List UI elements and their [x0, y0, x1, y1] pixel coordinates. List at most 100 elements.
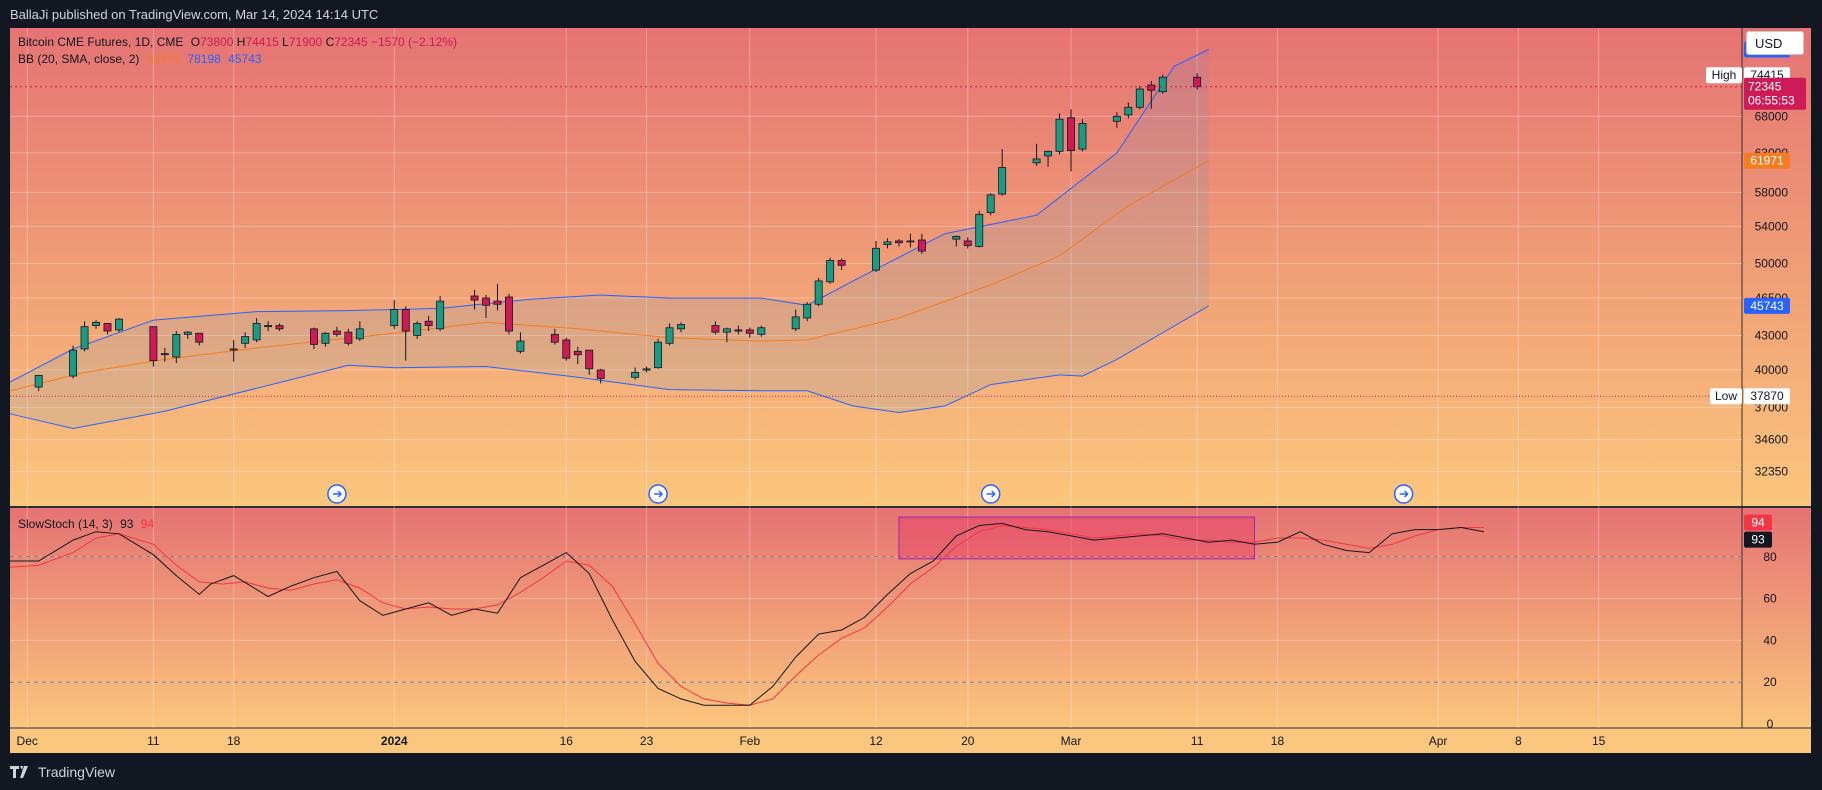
candle-body[interactable] — [504, 296, 513, 332]
candle-body[interactable] — [115, 318, 123, 331]
time-axis-label: 23 — [640, 734, 654, 748]
stoch-k-tag: 93 — [1751, 533, 1765, 547]
candle-body[interactable] — [631, 372, 640, 378]
stoch-axis-label: 20 — [1763, 675, 1777, 689]
candle-body[interactable] — [332, 330, 341, 335]
candle-body[interactable] — [803, 303, 812, 319]
candle-body[interactable] — [585, 349, 594, 370]
time-axis-label: 8 — [1515, 734, 1522, 748]
candle-body[interactable] — [1055, 118, 1064, 152]
candle-body[interactable] — [837, 260, 846, 266]
candle-body[interactable] — [550, 333, 559, 343]
candle-body[interactable] — [826, 260, 835, 283]
candle-body[interactable] — [436, 300, 445, 330]
candle-body[interactable] — [229, 348, 238, 351]
candle-body[interactable] — [596, 369, 605, 379]
bb-indicator-title[interactable]: BB (20, SMA, close, 2) — [18, 52, 140, 66]
price-axis-label: 43000 — [1755, 328, 1789, 342]
candle-body[interactable] — [92, 321, 100, 326]
candle-body[interactable] — [172, 333, 181, 358]
candle-body[interactable] — [917, 239, 926, 252]
bb-basis-price-tag-bg — [1744, 152, 1790, 169]
candle-body[interactable] — [80, 326, 89, 350]
candle-body[interactable] — [275, 325, 284, 330]
candle-body[interactable] — [482, 297, 490, 306]
candle-body[interactable] — [642, 368, 651, 371]
candle-body[interactable] — [103, 322, 112, 332]
candle-body[interactable] — [894, 240, 903, 244]
candle-body[interactable] — [677, 324, 685, 330]
stoch-k-tag-bg — [1744, 531, 1772, 548]
candle-body[interactable] — [665, 327, 674, 344]
candle-body[interactable] — [413, 322, 422, 336]
stoch-indicator-title[interactable]: SlowStoch (14, 3) — [18, 517, 113, 531]
candle-body[interactable] — [321, 332, 330, 344]
candle-body[interactable] — [470, 295, 479, 301]
candle-body[interactable] — [390, 309, 399, 326]
currency-button[interactable]: USD — [1746, 31, 1804, 55]
candle-body[interactable] — [745, 329, 754, 334]
candle-body[interactable] — [355, 328, 364, 340]
bb-upper-line[interactable] — [9, 49, 1209, 383]
candle-body[interactable] — [1124, 106, 1133, 116]
candle-body[interactable] — [1135, 88, 1144, 108]
candle-body[interactable] — [493, 300, 502, 305]
candle-body[interactable] — [1032, 158, 1041, 164]
candle-body[interactable] — [1193, 76, 1202, 88]
stoch-highlight-box[interactable] — [898, 516, 1256, 560]
brand-name: TradingView — [38, 764, 116, 780]
candle-body[interactable] — [34, 375, 43, 388]
candle-body[interactable] — [516, 340, 525, 352]
low-price-tag-bg — [1744, 388, 1790, 405]
candle-body[interactable] — [963, 240, 972, 246]
candle-body[interactable] — [998, 167, 1007, 195]
stoch-d-tag-bg — [1744, 514, 1772, 531]
candle-body[interactable] — [711, 325, 720, 333]
candle-body[interactable] — [195, 332, 204, 343]
price-axis-label: 34600 — [1755, 432, 1789, 446]
candle-body[interactable] — [757, 327, 766, 335]
candle-body[interactable] — [69, 349, 78, 377]
footer-brand[interactable]: TradingView — [10, 764, 115, 780]
candle-body[interactable] — [791, 316, 800, 330]
candle-body[interactable] — [1067, 117, 1075, 151]
candle-body[interactable] — [734, 329, 743, 332]
bb-upper-value: 78198 — [187, 52, 221, 66]
candle-body[interactable] — [241, 336, 250, 344]
candle-body[interactable] — [952, 235, 961, 240]
candle-body[interactable] — [883, 241, 892, 246]
candle-body[interactable] — [573, 350, 582, 356]
candle-body[interactable] — [424, 320, 433, 326]
time-axis-label: 2024 — [381, 734, 408, 748]
time-axis-background[interactable] — [10, 728, 1811, 753]
candle-body[interactable] — [1112, 115, 1121, 122]
bb-lower-line[interactable] — [9, 305, 1209, 430]
candle-body[interactable] — [814, 280, 823, 305]
candle-body[interactable] — [722, 328, 731, 333]
candle-body[interactable] — [401, 309, 410, 332]
candle-body[interactable] — [183, 331, 192, 335]
ohlc-high-value: 74415 — [245, 35, 279, 49]
symbol-title[interactable]: Bitcoin CME Futures, 1D, CME — [18, 35, 184, 49]
countdown-timer: 06:55:53 — [1748, 94, 1795, 108]
candle-body[interactable] — [975, 213, 984, 247]
candle-body[interactable] — [1147, 84, 1156, 91]
candle-body[interactable] — [160, 353, 169, 356]
candle-body[interactable] — [1044, 150, 1053, 157]
candle-body[interactable] — [986, 194, 995, 213]
stoch-axis-label: 0 — [1767, 717, 1774, 731]
candle-body[interactable] — [1078, 123, 1087, 150]
stoch-k-line[interactable] — [10, 522, 1484, 706]
candle-body[interactable] — [906, 240, 915, 243]
price-axis-label: 68000 — [1755, 109, 1789, 123]
candle-body[interactable] — [310, 328, 318, 345]
candle-body[interactable] — [252, 322, 261, 341]
candle-body[interactable] — [264, 325, 273, 328]
candle-body[interactable] — [562, 339, 571, 359]
candle-body[interactable] — [1158, 76, 1167, 93]
candle-body[interactable] — [149, 326, 158, 361]
candle-body[interactable] — [654, 341, 663, 369]
candle-body[interactable] — [344, 331, 353, 344]
candle-body[interactable] — [872, 247, 880, 271]
